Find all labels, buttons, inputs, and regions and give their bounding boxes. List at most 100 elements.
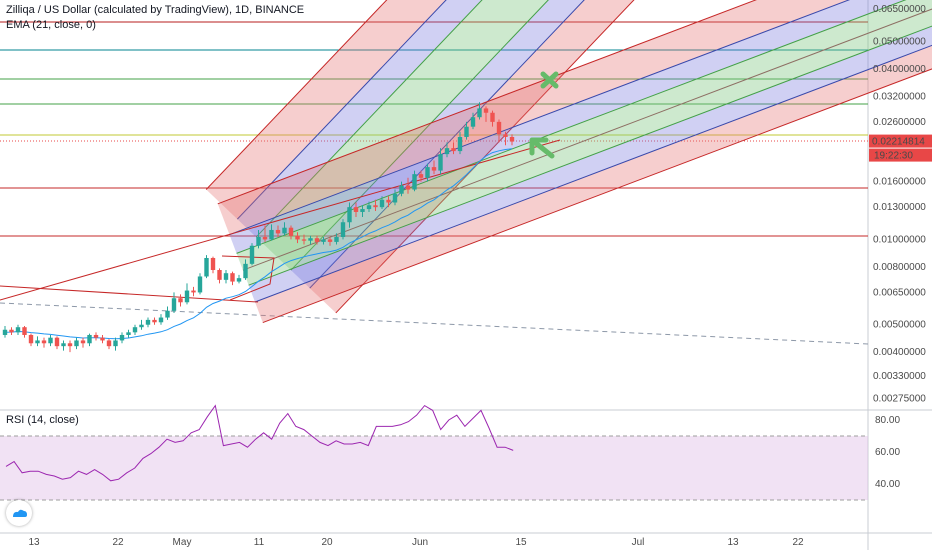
candle-body (230, 273, 235, 282)
pitchfork-band (256, 0, 549, 271)
candle-body (457, 136, 463, 152)
rsi-layer (0, 404, 868, 501)
candle-body (54, 337, 60, 347)
candle-body (28, 334, 34, 344)
rsi-band (0, 436, 868, 500)
candle-body (217, 269, 222, 280)
candle-body (236, 278, 242, 282)
candle-body (165, 310, 170, 318)
candle-body (340, 222, 346, 237)
time-tick-label: 22 (792, 537, 804, 548)
candle-body (158, 317, 164, 323)
candle-body (35, 340, 40, 344)
candle-body (210, 257, 216, 270)
candles-layer (2, 102, 515, 353)
pitchfork-line (248, 25, 932, 286)
pitchfork-line (262, 68, 932, 324)
candle-body (74, 340, 79, 347)
candle-body (145, 319, 151, 325)
candle-body (399, 185, 404, 194)
candle-body (412, 174, 417, 190)
price-tick-label: 0.00800000 (873, 262, 926, 273)
candle-body (386, 199, 391, 203)
candle-body (275, 229, 281, 234)
pitchfork-band (237, 0, 482, 238)
candle-body (15, 327, 21, 333)
candle-body (204, 257, 209, 277)
price-tick-label: 0.02600000 (873, 117, 926, 128)
price-badge (869, 134, 932, 148)
time-tick-label: Jul (632, 537, 645, 548)
candle-body (184, 290, 190, 303)
candle-body (22, 327, 27, 335)
candle-body (451, 148, 456, 152)
candle-body (288, 227, 294, 236)
time-tick-label: 22 (112, 537, 124, 548)
axes: 0.06500000 0.05000000 0.04000000 0.03200000… (28, 4, 932, 548)
price-tick-label: 0.04000000 (873, 64, 926, 75)
price-tick-label: 0.00400000 (873, 347, 926, 358)
rsi-legend[interactable]: RSI (14, close) (6, 414, 79, 426)
candle-body (334, 236, 339, 242)
candle-body (67, 343, 73, 347)
pitchfork-line (205, 0, 388, 190)
candle-body (256, 236, 261, 246)
candle-body (119, 334, 125, 341)
candle-body (269, 229, 274, 240)
price-badge-text: 0.02214814 (872, 137, 925, 148)
candle-body (360, 209, 365, 212)
candle-body (483, 108, 489, 113)
candle-body (282, 227, 287, 234)
pitchfork-band (217, 0, 849, 235)
pitchfork-band (255, 45, 932, 323)
arrow-marker (529, 137, 555, 159)
candle-body (321, 239, 326, 242)
rsi-tick-label: 60.00 (875, 447, 900, 458)
dashed-trend-line (0, 302, 869, 345)
candle-body (249, 245, 255, 264)
pitchfork-line (309, 0, 585, 289)
pitchfork-band (206, 0, 447, 220)
target-x-marker (540, 71, 559, 89)
candle-body (223, 273, 229, 280)
price-tick-label: 0.03200000 (873, 91, 926, 102)
pitchfork-line (254, 44, 932, 303)
ema-legend[interactable]: EMA (21, close, 0) (6, 19, 96, 31)
pitchfork-line (242, 8, 932, 271)
candle-body (496, 121, 502, 135)
price-tick-label: 0.01300000 (873, 202, 926, 213)
pitchfork-line (290, 0, 549, 271)
candle-body (444, 148, 450, 155)
time-tick-label: 13 (727, 537, 739, 548)
candle-body (262, 236, 268, 240)
candle-body (366, 205, 372, 210)
candle-body (48, 337, 53, 344)
pitchfork-band (248, 26, 932, 302)
price-tick-label: 0.01600000 (873, 177, 926, 188)
pitchfork-band (290, 0, 585, 289)
candle-body (9, 329, 14, 333)
candle-body (509, 136, 515, 142)
rsi-line (5, 404, 514, 482)
price-tick-label: 0.05000000 (873, 36, 926, 47)
candle-body (327, 239, 333, 242)
price-tick-label: 0.00330000 (873, 371, 926, 382)
candle-body (308, 238, 313, 241)
tradingview-logo-icon[interactable] (6, 500, 32, 526)
candle-body (295, 235, 300, 240)
rsi-tick-label: 80.00 (875, 415, 900, 426)
candle-body (477, 108, 482, 118)
time-tick-label: 20 (321, 537, 333, 548)
candle-body (61, 343, 66, 347)
candle-body (171, 298, 177, 311)
candle-body (243, 263, 248, 279)
price-tick-label: 0.01000000 (873, 234, 926, 245)
candle-body (464, 126, 469, 137)
candle-body (113, 340, 118, 347)
candle-body (347, 207, 352, 223)
price-tick-label: 0.00275000 (873, 393, 926, 404)
price-tick-label: 0.00500000 (873, 320, 926, 331)
candle-body (139, 324, 144, 328)
